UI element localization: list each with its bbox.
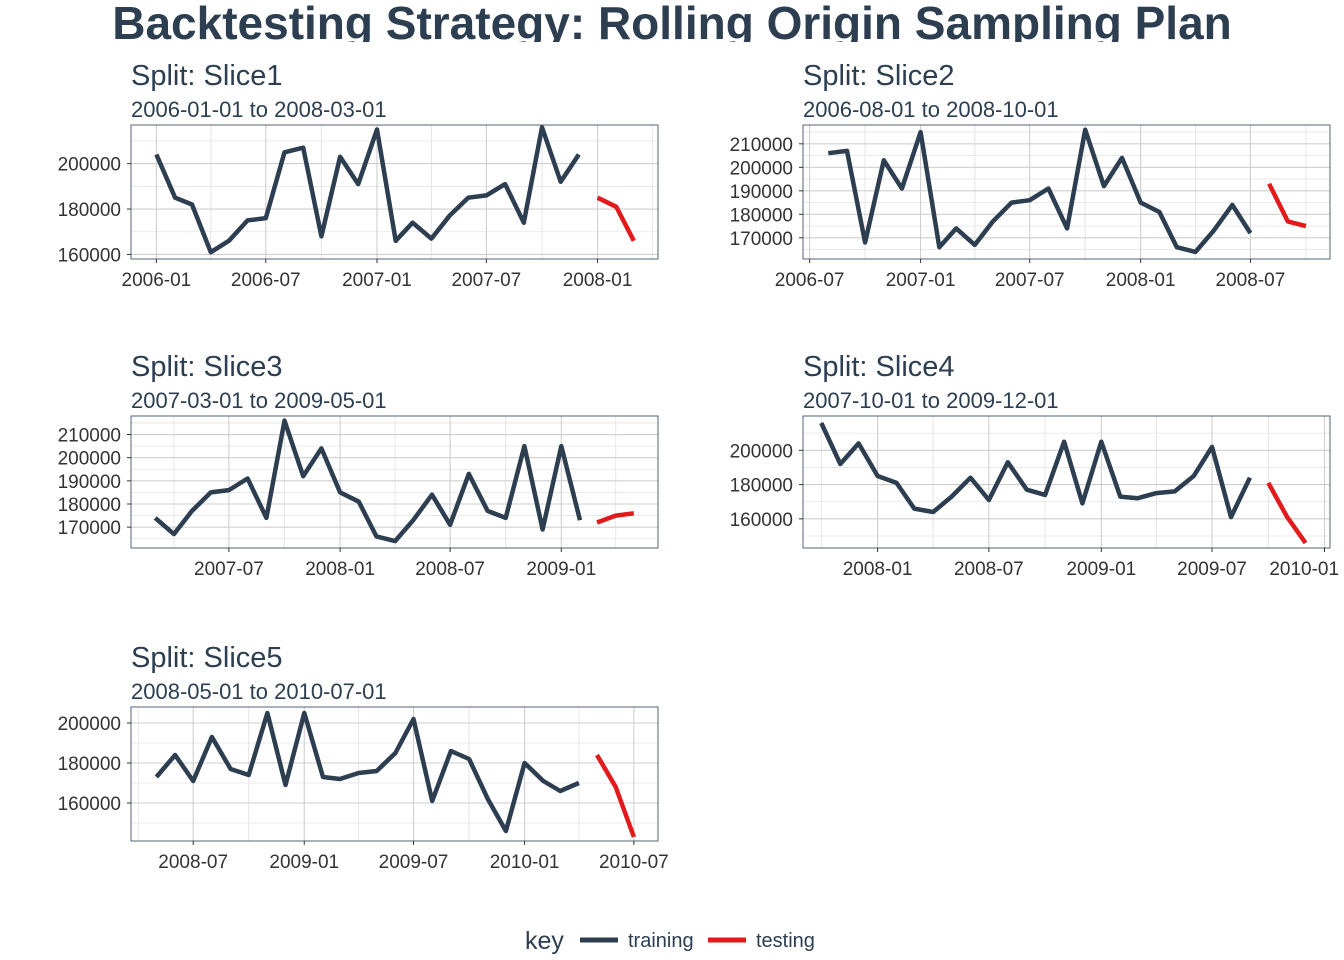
- panel-border: [802, 124, 1331, 260]
- panel-subtitle: 2007-03-01 to 2009-05-01: [131, 388, 387, 413]
- x-tick-label: 2009-01: [526, 559, 596, 580]
- y-tick-label: 200000: [58, 449, 121, 470]
- x-tick-label: 2010-01: [490, 852, 560, 873]
- series-line-testing: [596, 195, 636, 242]
- x-tick-label: 2008-01: [1106, 270, 1176, 291]
- panels-group: Split: Slice1 2006-01-01 to 2008-03-01 160…: [58, 60, 1339, 873]
- panel-1: Split: Slice1 2006-01-01 to 2008-03-01 160…: [58, 60, 659, 291]
- x-tick-label: 2009-07: [1177, 559, 1247, 580]
- x-tick-label: 2006-07: [231, 270, 301, 291]
- legend-label-training: training: [628, 930, 694, 952]
- panel-border: [802, 415, 1331, 549]
- panel-5: Split: Slice5 2008-05-01 to 2010-07-01 160…: [58, 642, 669, 873]
- y-tick-label: 170000: [730, 229, 793, 250]
- panel-subtitle: 2008-05-01 to 2010-07-01: [131, 679, 387, 704]
- x-tick-label: 2006-01: [122, 270, 192, 291]
- panel-subtitle: 2006-01-01 to 2008-03-01: [131, 97, 387, 122]
- y-tick-label: 210000: [58, 426, 121, 447]
- y-tick-label: 180000: [58, 754, 121, 775]
- series-line-training: [153, 418, 583, 544]
- y-tick-label: 200000: [730, 441, 793, 462]
- y-tick-label: 190000: [58, 472, 121, 493]
- y-tick-label: 160000: [58, 245, 121, 266]
- panel-border: [130, 706, 659, 842]
- x-tick-label: 2008-07: [954, 559, 1024, 580]
- x-tick-label: 2010-07: [599, 852, 669, 873]
- series-line-testing: [1266, 481, 1308, 545]
- y-tick-label: 200000: [58, 714, 121, 735]
- panel-title: Split: Slice2: [803, 60, 955, 92]
- panel-title: Split: Slice1: [131, 60, 283, 92]
- y-tick-label: 180000: [730, 476, 793, 497]
- series-line-training: [819, 421, 1252, 520]
- panel-title: Split: Slice4: [803, 351, 955, 383]
- panel-border: [130, 415, 659, 549]
- x-tick-label: 2009-07: [379, 852, 449, 873]
- x-tick-label: 2009-01: [269, 852, 339, 873]
- panel-subtitle: 2007-10-01 to 2009-12-01: [803, 388, 1059, 413]
- x-tick-label: 2008-07: [415, 559, 485, 580]
- x-tick-label: 2008-07: [158, 852, 228, 873]
- x-tick-label: 2007-07: [451, 270, 521, 291]
- legend: key training testing: [525, 927, 815, 955]
- series-line-training: [154, 710, 580, 834]
- y-tick-label: 160000: [730, 510, 793, 531]
- series-line-training: [828, 127, 1253, 255]
- y-tick-label: 180000: [58, 200, 121, 221]
- y-tick-label: 170000: [58, 518, 121, 539]
- x-tick-label: 2008-01: [305, 559, 375, 580]
- y-tick-label: 210000: [730, 135, 793, 156]
- y-tick-label: 190000: [730, 182, 793, 203]
- legend-title: key: [525, 927, 564, 955]
- x-tick-label: 2008-01: [563, 270, 633, 291]
- series-line-testing: [1267, 182, 1307, 229]
- series-line-training: [154, 125, 581, 255]
- x-tick-label: 2008-07: [1216, 270, 1286, 291]
- chart-title: Backtesting Strategy: Rolling Origin Sam…: [112, 0, 1232, 42]
- panel-title: Split: Slice5: [131, 642, 283, 674]
- x-tick-label: 2008-01: [843, 559, 913, 580]
- y-tick-label: 160000: [58, 794, 121, 815]
- legend-label-testing: testing: [756, 930, 815, 952]
- y-tick-label: 200000: [58, 155, 121, 176]
- x-tick-label: 2007-07: [194, 559, 264, 580]
- x-tick-label: 2009-01: [1066, 559, 1136, 580]
- x-tick-label: 2007-01: [886, 270, 956, 291]
- panel-2: Split: Slice2 2006-08-01 to 2008-10-01 170…: [730, 60, 1331, 291]
- panel-subtitle: 2006-08-01 to 2008-10-01: [803, 97, 1059, 122]
- x-tick-label: 2007-01: [342, 270, 412, 291]
- x-tick-label: 2006-07: [775, 270, 845, 291]
- panel-3: Split: Slice3 2007-03-01 to 2009-05-01 170…: [58, 351, 659, 580]
- panel-border: [130, 124, 659, 260]
- y-tick-label: 180000: [730, 205, 793, 226]
- panel-title: Split: Slice3: [131, 351, 283, 383]
- x-tick-label: 2010-01: [1269, 559, 1339, 580]
- y-tick-label: 180000: [58, 495, 121, 516]
- series-line-testing: [595, 753, 637, 838]
- y-tick-label: 200000: [730, 158, 793, 179]
- panel-4: Split: Slice4 2007-10-01 to 2009-12-01 160…: [730, 351, 1339, 580]
- x-tick-label: 2007-07: [995, 270, 1065, 291]
- series-line-testing: [596, 511, 635, 525]
